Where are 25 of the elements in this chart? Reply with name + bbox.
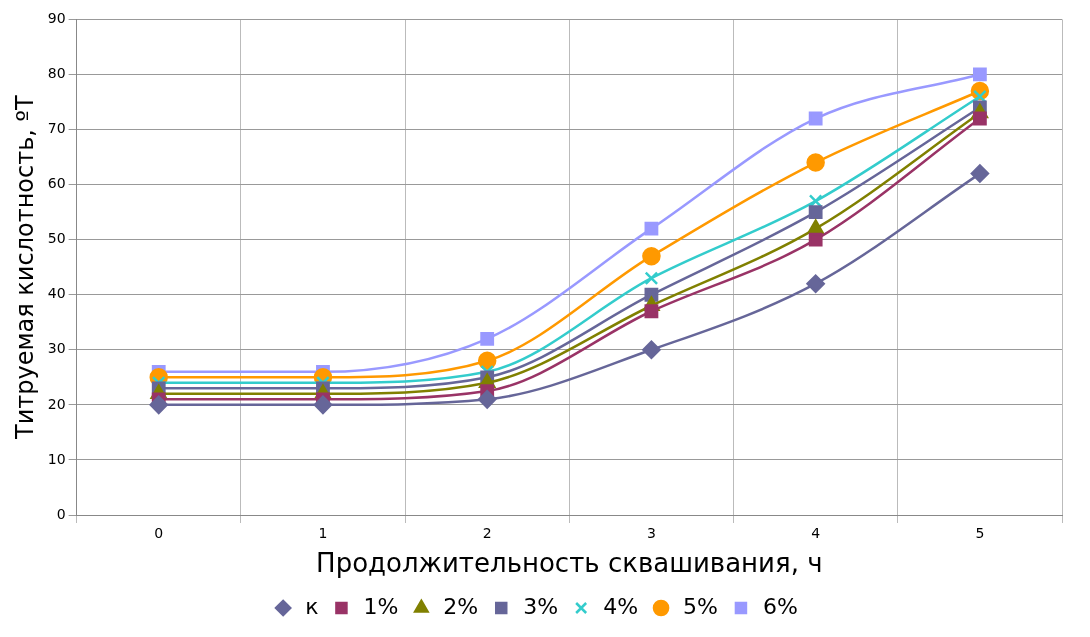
- y-tick-label: 90: [47, 10, 66, 27]
- legend-label: к: [305, 593, 319, 619]
- y-axis-title: Титруемая кислотность, ºТ: [10, 95, 39, 440]
- legend-label: 3%: [523, 593, 559, 619]
- x-tick-label: 5: [975, 525, 985, 542]
- legend-label: 5%: [683, 593, 718, 619]
- y-tick-label: 60: [47, 175, 66, 192]
- legend-label: 2%: [443, 593, 479, 619]
- x-tick-label: 0: [154, 525, 164, 542]
- y-tick-label: 30: [47, 340, 66, 357]
- y-tick-label: 40: [47, 285, 66, 302]
- x-tick-label: 4: [811, 525, 821, 542]
- y-tick-label: 0: [56, 505, 66, 522]
- legend-label: 1%: [363, 593, 399, 619]
- x-axis-title: Продолжительность сквашивания, ч: [316, 548, 823, 579]
- y-tick-label: 70: [47, 120, 66, 137]
- x-tick-label: 2: [482, 525, 492, 542]
- x-tick-label: 1: [318, 525, 328, 542]
- legend-label: 6%: [762, 593, 798, 619]
- y-tick-label: 80: [47, 65, 66, 82]
- y-tick-label: 50: [47, 230, 66, 247]
- legend-label: 4%: [603, 593, 639, 619]
- y-tick-label: 10: [47, 450, 66, 467]
- x-tick-label: 3: [646, 525, 656, 542]
- y-tick-label: 20: [47, 395, 66, 412]
